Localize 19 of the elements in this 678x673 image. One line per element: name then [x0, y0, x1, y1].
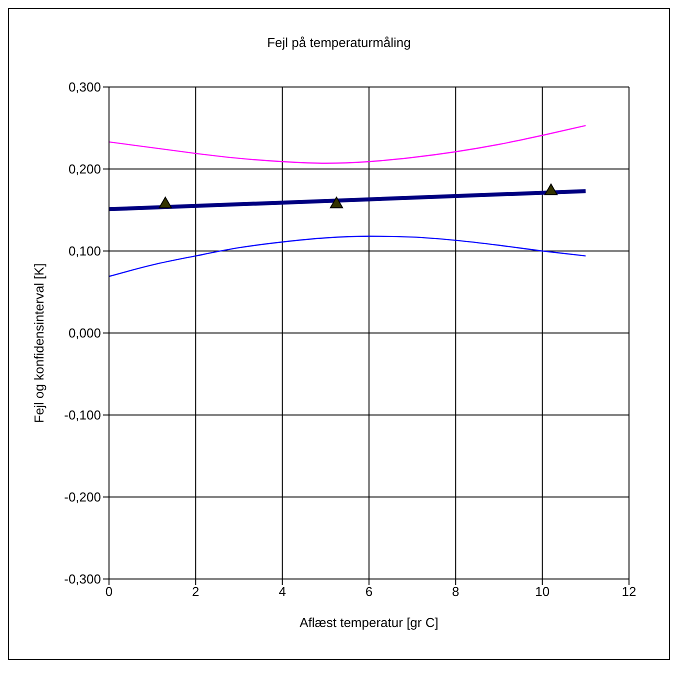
x-tick-label: 0 — [105, 584, 113, 600]
y-tick-label: 0,100 — [68, 244, 101, 259]
y-tick-label: 0,200 — [68, 162, 101, 177]
x-axis-title: Aflæst temperatur [gr C] — [300, 615, 438, 630]
y-axis-title: Fejl og konfidensinterval [K] — [32, 263, 47, 423]
x-tick-label: 6 — [365, 584, 373, 600]
y-tick-label: 0,000 — [68, 326, 101, 341]
y-tick-label: -0,100 — [64, 408, 101, 423]
x-tick-label: 12 — [622, 584, 636, 600]
y-tick-label: -0,300 — [64, 572, 101, 587]
line-series — [109, 236, 586, 278]
y-tick-label: -0,200 — [64, 490, 101, 505]
x-tick-label: 4 — [278, 584, 286, 600]
line-series — [109, 124, 586, 164]
y-tick-label: 0,300 — [68, 80, 101, 95]
x-tick-label: 10 — [535, 584, 550, 600]
chart-title: Fejl på temperaturmåling — [266, 35, 412, 50]
x-tick-label: 2 — [192, 584, 200, 600]
x-tick-label: 8 — [452, 584, 460, 600]
